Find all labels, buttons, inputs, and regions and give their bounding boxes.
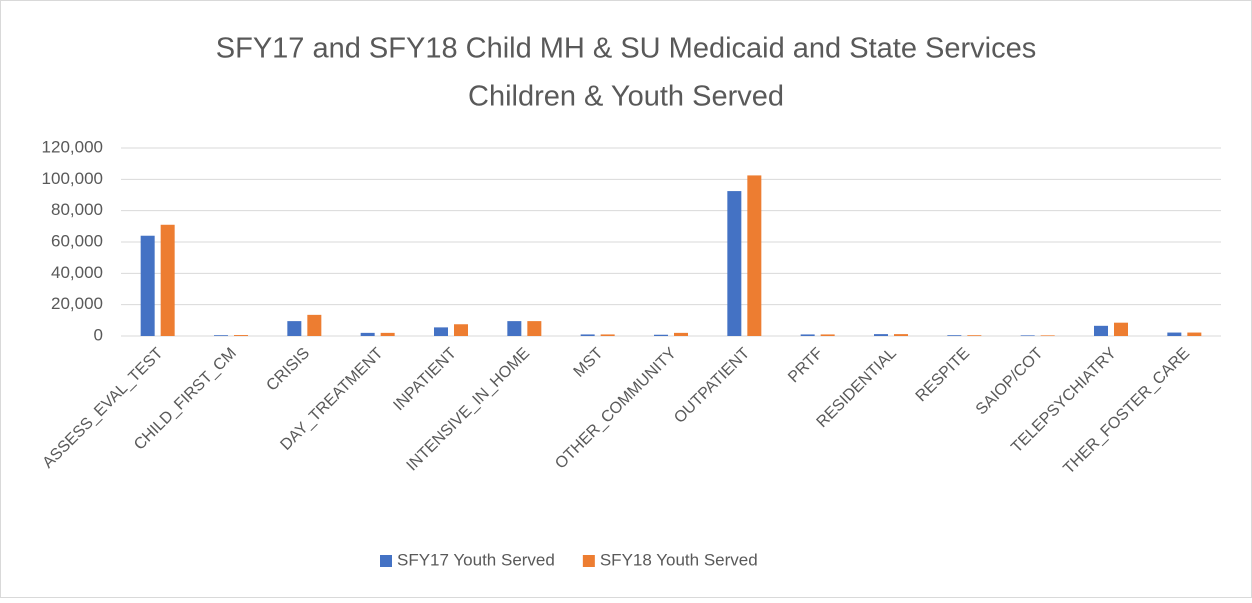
- bar: [800, 334, 815, 336]
- bar: [1094, 325, 1108, 336]
- bar: [600, 334, 615, 336]
- legend-swatch: [582, 555, 595, 567]
- bar: [214, 335, 228, 336]
- bar: [1167, 332, 1182, 336]
- chart-title: Children & Youth Served: [468, 81, 784, 113]
- y-tick-label: 40,000: [51, 263, 103, 282]
- bar: [507, 321, 522, 336]
- bar: [1020, 335, 1035, 336]
- chart-title: SFY17 and SFY18 Child MH & SU Medicaid a…: [216, 33, 1036, 65]
- y-tick-label: 80,000: [51, 200, 103, 219]
- bar: [654, 334, 668, 336]
- bar: [580, 334, 595, 336]
- bar: [380, 332, 395, 336]
- bar: [1040, 335, 1055, 336]
- bar: [287, 321, 302, 336]
- y-tick-label: 60,000: [51, 231, 103, 250]
- bar: [140, 235, 155, 336]
- bar: [160, 224, 175, 336]
- bar: [307, 314, 322, 336]
- bar: [967, 335, 982, 336]
- legend-swatch: [380, 555, 392, 567]
- y-tick-label: 0: [94, 325, 103, 344]
- bar: [527, 321, 542, 336]
- bar: [874, 334, 888, 336]
- bar: [747, 175, 762, 336]
- bar: [894, 334, 908, 336]
- bar: [234, 335, 248, 336]
- legend-label: SFY17 Youth Served: [397, 550, 555, 569]
- y-tick-label: 100,000: [42, 169, 103, 188]
- bar: [1114, 322, 1128, 336]
- y-tick-label: 20,000: [51, 294, 103, 313]
- bar: [454, 324, 468, 336]
- bar: [360, 332, 375, 336]
- bar: [947, 335, 962, 336]
- bar: [674, 332, 688, 336]
- legend-label: SFY18 Youth Served: [600, 550, 758, 569]
- y-tick-label: 120,000: [42, 137, 103, 156]
- bar: [1187, 332, 1202, 336]
- bar: [820, 334, 835, 336]
- bar: [727, 191, 742, 336]
- bar: [434, 327, 448, 336]
